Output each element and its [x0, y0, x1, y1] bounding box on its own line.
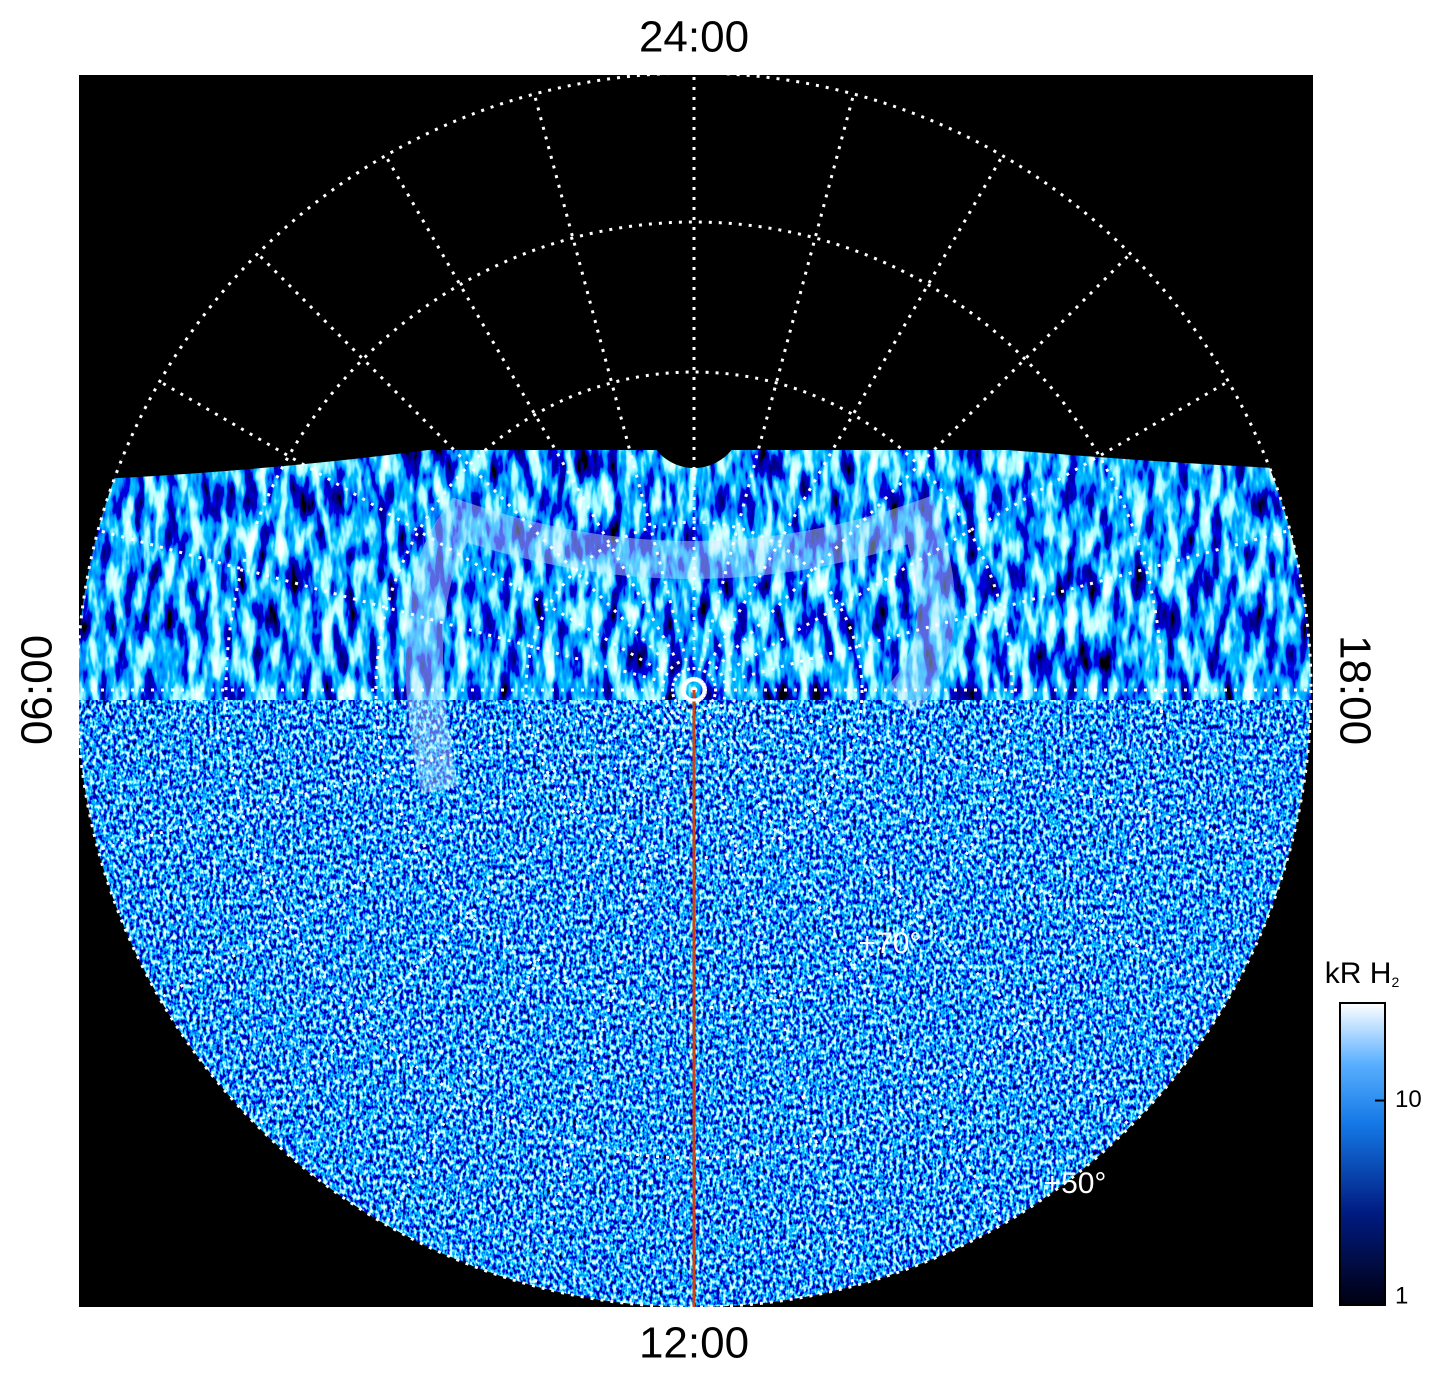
meridian-line-grid	[158, 688, 695, 1000]
meridian-line-grid	[97, 688, 695, 852]
meridian-line-grid	[256, 688, 696, 1128]
meridian-line-grid	[692, 688, 1132, 1128]
meridian-line-grid	[97, 528, 695, 692]
meridian-line-grid	[692, 93, 856, 691]
meridian-line-grid	[693, 688, 1230, 1000]
meridian-line-grid	[692, 689, 856, 1287]
auroral-oval	[405, 495, 955, 794]
meridian-line-grid	[532, 689, 696, 1287]
colorbar-title-main: kR H	[1325, 957, 1392, 990]
latitude-circle	[524, 520, 864, 860]
latitude-circle	[224, 220, 1164, 1160]
image-upper	[79, 450, 1311, 710]
left-label: 06:00	[13, 635, 62, 745]
colorbar-title-sub: 2	[1391, 974, 1399, 990]
meridian-line-grid	[692, 154, 1004, 691]
meridian-line-grid	[384, 689, 696, 1226]
meridian-line-grid	[256, 252, 696, 692]
top-label: 24:00	[639, 13, 749, 62]
colorbar-tick-label: 1	[1395, 1282, 1408, 1309]
latitude-label: +70°	[859, 927, 922, 960]
bottom-label: 12:00	[639, 1319, 749, 1368]
pole-marker	[682, 678, 706, 702]
meridian-line-grid	[693, 528, 1291, 692]
latitude-circle	[75, 71, 1313, 1309]
colorbar-tick-label: 10	[1395, 1086, 1422, 1113]
polar-grid	[75, 71, 1313, 1309]
meridian-line-grid	[692, 252, 1132, 692]
meridian-line-grid	[532, 93, 696, 691]
right-label: 18:00	[1330, 635, 1379, 745]
meridian-line-grid	[158, 380, 695, 692]
meridian-line-grid	[693, 380, 1230, 692]
meridian-line-grid	[693, 688, 1291, 852]
colorbar-title: kR H2	[1325, 957, 1400, 990]
meridian-line-grid	[384, 154, 696, 691]
latitude-circle	[374, 370, 1014, 1010]
latitude-label: +50°	[1044, 1167, 1107, 1200]
colorbar	[1339, 1002, 1386, 1306]
meridian-line-grid	[692, 689, 1004, 1226]
